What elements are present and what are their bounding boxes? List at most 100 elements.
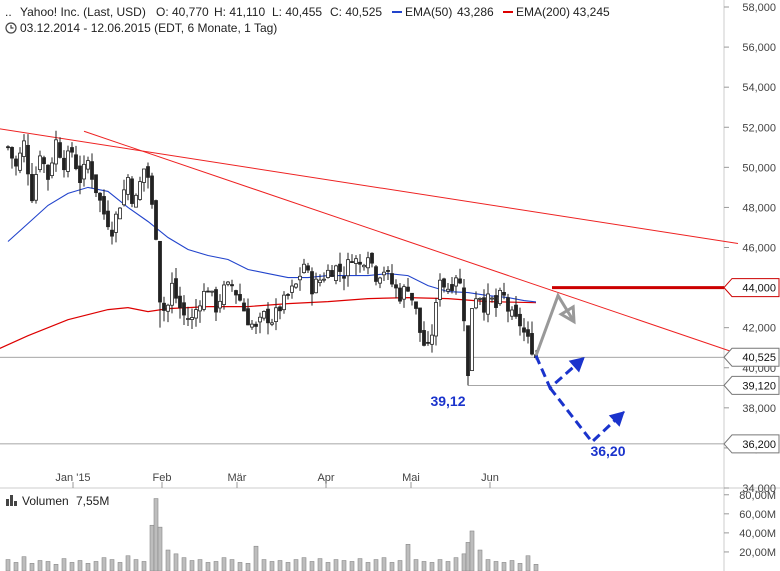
volume-bar — [13, 562, 19, 571]
candle-body — [178, 295, 182, 309]
y-tick-label: 50,000 — [742, 162, 776, 174]
volume-bar — [309, 561, 315, 571]
candle-body — [110, 229, 114, 237]
candle-body — [350, 261, 354, 263]
volume-bar — [101, 557, 107, 571]
ema-lines — [0, 186, 537, 349]
level-tag — [723, 375, 780, 395]
volume-bar — [165, 549, 171, 571]
forecast-arrowhead — [568, 357, 585, 373]
candle-body — [414, 301, 418, 309]
candle-body — [142, 168, 146, 183]
y-tick-label: 52,000 — [742, 122, 776, 134]
volume-bar — [61, 558, 67, 571]
volume-bar — [213, 561, 219, 571]
candle-body — [130, 178, 134, 204]
candle-body — [490, 297, 494, 300]
volume-bar — [269, 561, 275, 571]
candle-body — [242, 302, 246, 312]
ema200-value: 43,245 — [573, 5, 610, 19]
forecast-path — [548, 386, 626, 445]
volume-bar — [493, 561, 499, 571]
y-tick-label: 54,000 — [742, 82, 776, 94]
y-tick-label: 38,000 — [742, 403, 776, 415]
y-tick-label: 42,000 — [742, 323, 776, 335]
period-label: 03.12.2014 - 12.06.2015 (EDT, 6 Monate, … — [20, 21, 277, 35]
candle-body — [426, 341, 430, 344]
candle-body — [306, 265, 310, 271]
level-tag-label: 44,000 — [742, 283, 776, 295]
volume-bar — [477, 549, 483, 571]
ema50-line — [7, 186, 537, 303]
volume-header: Volumen 7,55M — [6, 494, 109, 508]
candle-body — [34, 174, 38, 201]
candle-body — [18, 152, 22, 171]
candle-body — [374, 266, 378, 282]
candle-body — [258, 316, 262, 323]
candle-body — [186, 318, 190, 320]
volume-bar — [277, 560, 283, 571]
volume-value: 7,55M — [76, 494, 109, 508]
candle-body — [250, 323, 254, 328]
volume-bar — [293, 559, 299, 571]
candle-body — [486, 293, 490, 315]
trendline — [0, 128, 739, 244]
volume-bar — [37, 560, 43, 571]
volume-bar — [317, 558, 323, 571]
volume-bar — [469, 530, 475, 571]
candle-body — [46, 164, 50, 180]
candle-body — [430, 334, 434, 345]
level-tag — [723, 347, 780, 367]
candle-body — [370, 252, 374, 264]
volume-bar — [389, 562, 395, 571]
candle-body — [434, 302, 438, 337]
candle-body — [82, 163, 86, 180]
chart-title: Yahoo! Inc. (Last, USD) — [20, 5, 146, 19]
candle-body — [150, 175, 154, 205]
forecast-arrows — [534, 292, 626, 445]
volume-bar — [253, 545, 259, 571]
candles — [6, 130, 538, 386]
annotations: 39,12 36,20 — [430, 393, 625, 459]
candle-body — [246, 308, 250, 326]
candle-body — [314, 278, 318, 294]
volume-bar — [237, 562, 243, 571]
x-tick-label: Jan '15 — [55, 472, 90, 484]
volume-y-axis: 20,00M 40,00M 60,00M 80,00M — [724, 490, 776, 559]
candle-body — [86, 160, 90, 170]
candle-body — [182, 302, 186, 316]
candle-body — [442, 278, 446, 288]
candle-body — [118, 207, 122, 220]
x-tick-label: Jun — [481, 472, 499, 484]
candle-body — [358, 261, 362, 265]
candle-body — [522, 327, 526, 333]
header: .. Yahoo! Inc. (Last, USD) O: 40,770 H: … — [5, 5, 610, 35]
candle-body — [58, 142, 62, 158]
volume-bars — [5, 498, 539, 571]
volume-bar — [85, 563, 91, 571]
candle-body — [510, 309, 514, 317]
volume-bar — [341, 560, 347, 571]
volume-tick-label: 20,00M — [739, 547, 776, 559]
time-x-axis: Jan '15 Feb Mär Apr Mai Jun — [55, 472, 499, 488]
volume-tick-label: 80,00M — [739, 490, 776, 502]
candle-body — [390, 273, 394, 285]
volume-bar — [381, 557, 387, 571]
candle-body — [302, 263, 306, 274]
candle-body — [38, 155, 42, 171]
candle-body — [450, 284, 454, 291]
candle-body — [154, 200, 158, 240]
high-value: H: 41,110 — [214, 5, 265, 19]
candle-body — [322, 278, 326, 281]
candle-body — [278, 306, 282, 312]
price-levels: 44,000 40,525 39,120 36,200 — [0, 278, 780, 454]
candle-body — [206, 290, 210, 293]
candle-body — [418, 307, 422, 333]
forecast-arrowhead — [558, 304, 576, 325]
volume-bar — [205, 562, 211, 571]
level-tag-label: 40,525 — [742, 352, 776, 364]
candle-body — [294, 283, 298, 288]
y-tick-label: 58,000 — [742, 2, 776, 14]
volume-bar — [117, 562, 123, 571]
